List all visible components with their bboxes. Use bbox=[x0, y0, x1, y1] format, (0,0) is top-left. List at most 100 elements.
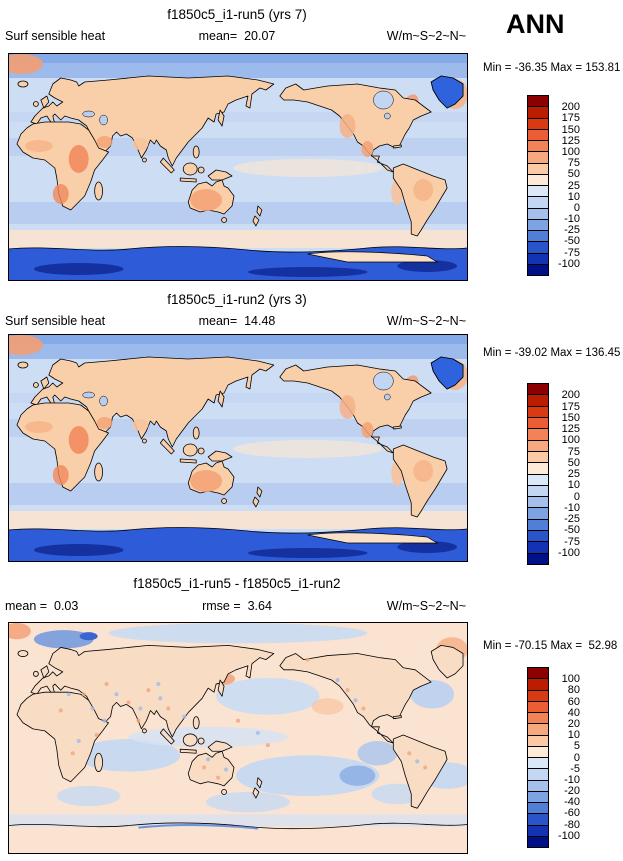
colorbar-cell bbox=[528, 668, 548, 679]
colorbar-cell bbox=[528, 128, 548, 140]
colorbar-cell bbox=[528, 530, 548, 542]
world-map-run5 bbox=[9, 54, 467, 280]
colorbar-tick-label: 200 bbox=[561, 389, 580, 402]
colorbar-tick-label: -100 bbox=[557, 829, 580, 842]
colorbar-cell bbox=[528, 405, 548, 417]
colorbar-tick-label: 175 bbox=[561, 400, 580, 413]
panel3-title: f1850c5_i1-run5 - f1850c5_i1-run2 bbox=[133, 576, 341, 591]
panel2-colorbar: 200 175 150 125 100 75 50 25 10 0 -10 -25 -50 -75 -100 bbox=[527, 383, 580, 565]
panel1-colorbar: 200 175 150 125 100 75 50 25 10 0 -10 -25 -50 -75 -100 bbox=[527, 95, 580, 276]
map-run2 bbox=[8, 334, 468, 562]
colorbar-tick-label: 40 bbox=[567, 706, 580, 719]
colorbar-cell bbox=[528, 689, 548, 701]
colorbar-tick-label: 0 bbox=[573, 751, 580, 764]
colorbar-tick-label: -50 bbox=[564, 524, 580, 537]
colorbar-tick-label: -80 bbox=[564, 818, 580, 831]
colorbar-tick-label: -10 bbox=[564, 501, 580, 514]
colorbar-cell bbox=[528, 416, 548, 429]
panel1-units-label: W/m~S~2~N~ bbox=[386, 29, 466, 43]
colorbar-cell bbox=[528, 757, 548, 769]
panel3-units-label: W/m~S~2~N~ bbox=[386, 599, 466, 613]
colorbar-cell bbox=[528, 712, 548, 724]
colorbar-cell bbox=[528, 541, 548, 553]
colorbar-cell bbox=[528, 173, 548, 185]
colorbar-tick-label: 5 bbox=[573, 740, 580, 753]
season-label: ANN bbox=[506, 9, 565, 39]
colorbar-tick-label: 125 bbox=[561, 423, 580, 435]
panel2-minmax-stats: Min = -39.02 Max = 136.45 bbox=[483, 347, 621, 359]
colorbar-tick-label: -10 bbox=[564, 773, 580, 786]
panel3-rmse-stat: rmse = 3.64 bbox=[202, 599, 272, 613]
colorbar-tick-label: 100 bbox=[561, 673, 580, 686]
colorbar-tick-label: 75 bbox=[567, 445, 580, 458]
colorbar-cell bbox=[528, 552, 548, 564]
colorbar-cell bbox=[528, 518, 548, 531]
colorbar-tick-label: -5 bbox=[570, 762, 580, 775]
world-map-run2 bbox=[9, 335, 467, 561]
colorbar-tick-label: 150 bbox=[561, 123, 580, 136]
colorbar-cell bbox=[528, 207, 548, 219]
colorbar-cell bbox=[528, 496, 548, 508]
colorbar-tick-label: -75 bbox=[564, 246, 580, 259]
colorbar-cell bbox=[528, 218, 548, 230]
colorbar-tick-label: -50 bbox=[564, 235, 580, 248]
colorbar-tick-label: 25 bbox=[567, 468, 580, 480]
colorbar-cell bbox=[528, 185, 548, 197]
colorbar-cell bbox=[528, 745, 548, 757]
panel3-mean-stat: mean = 0.03 bbox=[5, 599, 79, 613]
colorbar-cell bbox=[528, 230, 548, 242]
colorbar-cell bbox=[528, 241, 548, 253]
colorbar-cell bbox=[528, 439, 548, 451]
colorbar-tick-label: 20 bbox=[567, 717, 580, 730]
colorbar-cell bbox=[528, 196, 548, 208]
colorbar-tick-label: -60 bbox=[564, 807, 580, 820]
colorbar-tick-label: 175 bbox=[561, 112, 580, 125]
colorbar-cell bbox=[528, 151, 548, 163]
colorbar-tick-label: 125 bbox=[561, 134, 580, 147]
panel3-stats-row: mean = 0.03 rmse = 3.64 W/m~S~2~N~ bbox=[0, 599, 623, 615]
colorbar-cell bbox=[528, 779, 548, 791]
colorbar-tick-label: -25 bbox=[564, 224, 580, 237]
colorbar-tick-label: 0 bbox=[573, 201, 580, 214]
colorbar-tick-label: -10 bbox=[564, 213, 580, 226]
colorbar-cell bbox=[528, 96, 548, 107]
panel2-title: f1850c5_i1-run2 (yrs 3) bbox=[167, 292, 307, 307]
colorbar-tick-label: -100 bbox=[557, 546, 580, 559]
panel2-units-label: W/m~S~2~N~ bbox=[386, 314, 466, 328]
panel1-variable-label: Surf sensible heat bbox=[5, 29, 106, 43]
colorbar-tick-label: 60 bbox=[567, 695, 580, 708]
colorbar-cell bbox=[528, 813, 548, 825]
colorbar-tick-label: -20 bbox=[564, 785, 580, 798]
colorbar-cell bbox=[528, 384, 548, 395]
panel1-mean-stat: mean= 20.07 bbox=[198, 29, 276, 43]
colorbar-cell bbox=[528, 484, 548, 497]
panel3-colorbar: 100 80 60 40 20 10 5 0 -5 -10 -20 -40 -60 -80 -100 bbox=[527, 667, 580, 848]
colorbar-tick-label: 0 bbox=[573, 490, 580, 503]
colorbar-cell bbox=[528, 734, 548, 746]
colorbar-tick-label: 75 bbox=[567, 157, 580, 170]
colorbar-cell bbox=[528, 450, 548, 463]
colorbar-tick-label: -75 bbox=[564, 535, 580, 548]
map-difference bbox=[8, 622, 468, 854]
colorbar-cell bbox=[528, 824, 548, 836]
panel2-mean-stat: mean= 14.48 bbox=[198, 314, 276, 328]
colorbar-tick-label: 10 bbox=[567, 729, 580, 742]
panel1-stats-row: Surf sensible heat mean= 20.07 W/m~S~2~N… bbox=[0, 29, 623, 45]
panel2-variable-label: Surf sensible heat bbox=[5, 314, 106, 328]
colorbar-tick-label: 50 bbox=[567, 456, 580, 469]
colorbar-tick-label: 150 bbox=[561, 411, 580, 424]
colorbar-tick-label: 10 bbox=[567, 479, 580, 492]
panel3-minmax-stats: Min = -70.15 Max = 52.98 bbox=[483, 640, 618, 652]
colorbar-tick-label: -40 bbox=[564, 796, 580, 809]
colorbar-tick-label: -25 bbox=[564, 513, 580, 525]
colorbar-tick-label: 200 bbox=[561, 101, 580, 114]
colorbar-cell bbox=[528, 106, 548, 118]
colorbar-tick-label: 100 bbox=[561, 145, 580, 158]
colorbar-cell bbox=[528, 252, 548, 264]
colorbar-cell bbox=[528, 394, 548, 406]
panel2-stats-row: Surf sensible heat mean= 14.48 W/m~S~2~N… bbox=[0, 314, 623, 330]
colorbar-cell bbox=[528, 462, 548, 474]
colorbar-cell bbox=[528, 835, 548, 847]
world-map-difference bbox=[9, 623, 467, 853]
